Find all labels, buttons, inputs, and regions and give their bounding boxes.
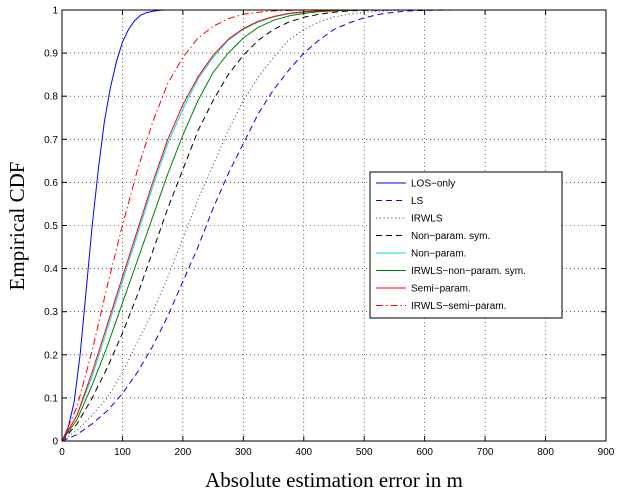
y-tick-label: 0.7	[44, 135, 58, 146]
y-tick-label: 0.8	[44, 92, 58, 103]
x-tick-label: 100	[114, 447, 131, 458]
x-tick-label: 800	[537, 447, 554, 458]
x-tick-label: 700	[477, 447, 494, 458]
y-tick-label: 0.5	[44, 221, 58, 232]
legend-entry: LS	[411, 196, 424, 207]
x-tick-label: 500	[356, 447, 373, 458]
legend-entry: IRWLS−semi−param.	[411, 301, 506, 312]
series-line-2	[61, 9, 606, 442]
series-line-5	[61, 9, 606, 442]
x-tick-label: 400	[295, 447, 312, 458]
y-tick-label: 0	[52, 437, 58, 448]
y-tick-label: 0.6	[44, 178, 58, 189]
y-axis-label: Empirical CDF	[5, 162, 29, 291]
x-tick-label: 300	[235, 447, 252, 458]
series-line-1	[61, 9, 606, 442]
y-axis-ticks: 0 0.1 0.2 0.3 0.4 0.5 0.6 0.7 0.8 0.9 1	[44, 6, 606, 448]
grid-lines	[62, 10, 606, 441]
y-tick-label: 0.1	[44, 393, 58, 404]
x-axis-ticks: 0 100 200 300 400 500 600 700 800 900	[59, 10, 615, 458]
legend-box	[369, 171, 563, 319]
x-tick-label: 0	[59, 447, 65, 458]
legend-entry: Semi−param.	[411, 284, 471, 295]
legend-entry: IRWLS	[411, 214, 443, 225]
y-tick-label: 0.4	[44, 264, 58, 275]
legend-entry: Non−param.	[411, 249, 466, 260]
y-tick-label: 1	[52, 6, 58, 17]
legend-entry: LOS−only	[411, 179, 455, 190]
x-tick-label: 600	[416, 447, 433, 458]
x-tick-label: 200	[175, 447, 192, 458]
legend: LOS−only LS IRWLS Non−param. sym. Non−param.…	[369, 171, 563, 319]
legend-entry: IRWLS−non−param. sym.	[411, 266, 526, 277]
legend-entry: Non−param. sym.	[411, 231, 490, 242]
series-line-3	[61, 9, 606, 442]
y-tick-label: 0.9	[44, 49, 58, 60]
x-axis-label: Absolute estimation error in m	[205, 468, 463, 492]
y-tick-label: 0.3	[44, 307, 58, 318]
series-line-6	[61, 9, 606, 442]
series-lines	[61, 9, 606, 442]
y-tick-label: 0.2	[44, 350, 58, 361]
x-tick-label: 900	[598, 447, 615, 458]
